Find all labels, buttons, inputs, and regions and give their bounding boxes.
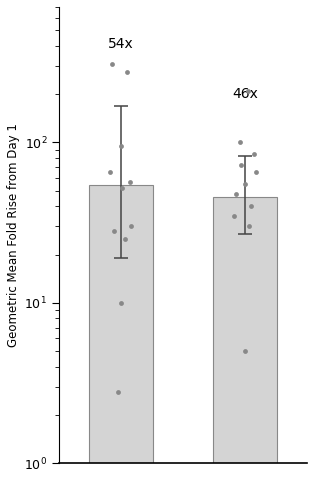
Point	[242, 180, 247, 188]
Point	[127, 178, 132, 185]
Point	[120, 184, 125, 192]
Text: 46x: 46x	[232, 87, 258, 101]
Point	[107, 168, 112, 176]
Point	[110, 60, 115, 68]
Point	[118, 299, 123, 307]
Point	[249, 203, 254, 210]
Point	[239, 162, 244, 169]
Point	[251, 150, 256, 157]
Point	[234, 190, 239, 197]
Point	[245, 87, 250, 95]
Point	[116, 388, 121, 396]
Text: 54x: 54x	[108, 36, 134, 50]
Point	[111, 228, 116, 235]
Point	[125, 68, 130, 76]
Point	[231, 212, 236, 219]
Point	[128, 223, 133, 230]
Bar	[89, 185, 153, 480]
Point	[254, 168, 259, 176]
Point	[242, 348, 247, 355]
Point	[122, 235, 127, 243]
Point	[238, 139, 243, 146]
Y-axis label: Geometric Mean Fold Rise from Day 1: Geometric Mean Fold Rise from Day 1	[7, 123, 20, 347]
Bar	[213, 197, 277, 480]
Point	[246, 223, 251, 230]
Point	[118, 142, 123, 150]
